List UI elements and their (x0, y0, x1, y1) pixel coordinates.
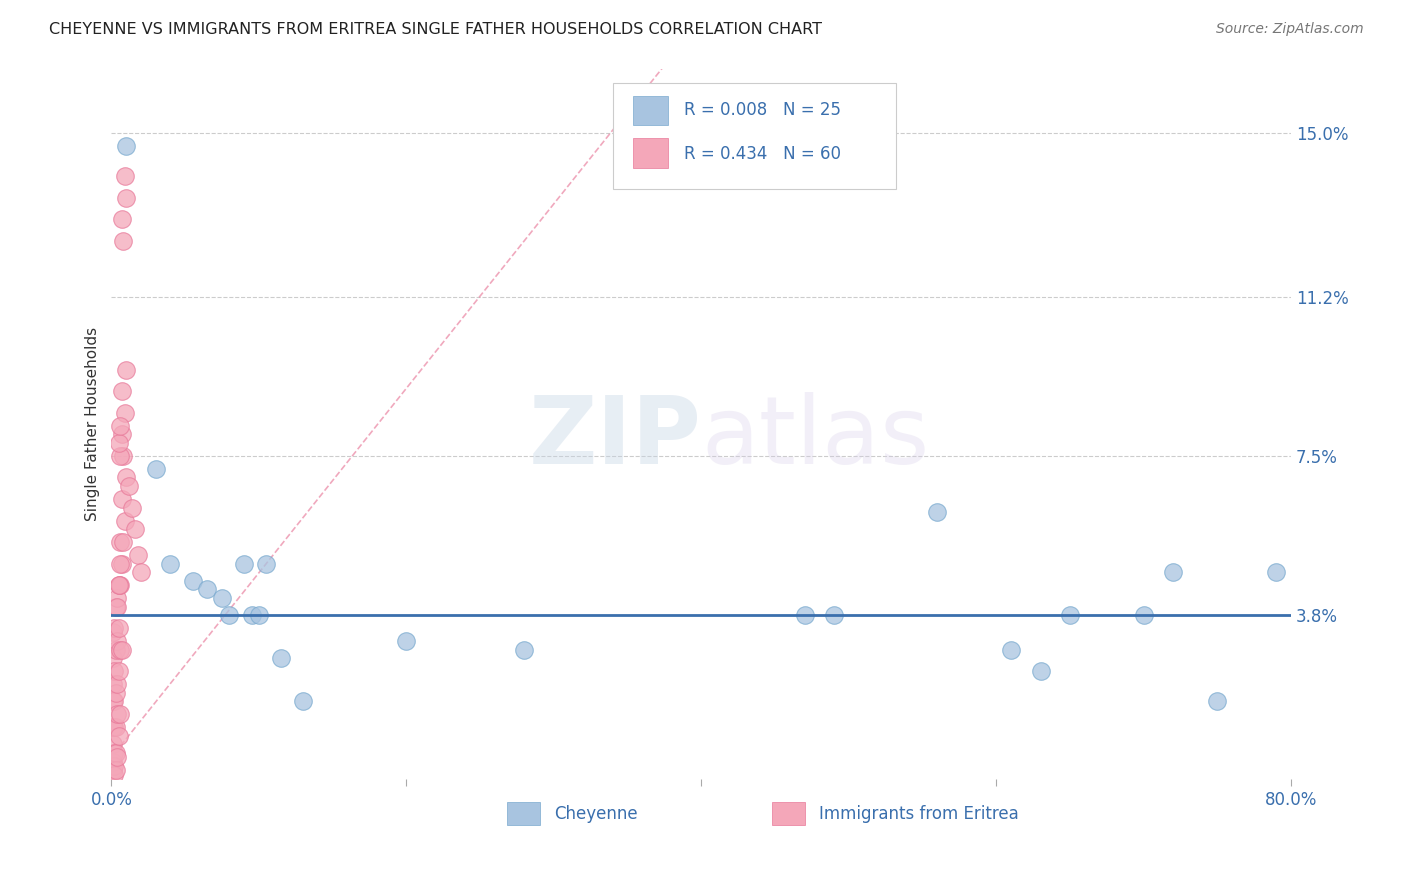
Point (114, 514, 136, 528)
Point (395, 634, 418, 648)
Point (145, 462, 167, 476)
Point (1265, 565, 1288, 579)
Point (103, 720, 125, 734)
Point (103, 694, 125, 708)
Point (1000, 642, 1022, 657)
Point (101, 755, 124, 769)
Point (101, 720, 124, 734)
Point (112, 535, 135, 549)
Point (105, 591, 128, 605)
Point (107, 578, 129, 592)
Point (1059, 608, 1081, 623)
Point (105, 677, 128, 691)
Point (104, 720, 127, 734)
Point (104, 642, 127, 657)
Point (103, 759, 125, 773)
Point (105, 599, 128, 614)
Point (115, 470, 138, 484)
Point (1206, 694, 1229, 708)
Point (115, 191, 138, 205)
Point (111, 642, 134, 657)
Point (218, 608, 240, 623)
Point (124, 522, 146, 536)
Y-axis label: Single Father Households: Single Father Households (86, 326, 100, 521)
Point (129, 565, 152, 579)
Point (101, 625, 124, 640)
Point (159, 557, 181, 571)
Point (110, 707, 132, 722)
Point (110, 578, 132, 592)
Point (110, 642, 132, 657)
Point (104, 599, 127, 614)
Point (110, 535, 132, 549)
Point (254, 557, 277, 571)
Point (105, 707, 128, 722)
Point (114, 406, 136, 420)
Point (110, 557, 132, 571)
Point (1161, 565, 1184, 579)
Point (111, 384, 134, 399)
Text: Cheyenne: Cheyenne (554, 805, 637, 822)
Point (101, 763, 124, 777)
Point (107, 578, 129, 592)
Point (1132, 608, 1154, 623)
Bar (633, 95, 668, 126)
Point (211, 591, 233, 605)
Bar (772, 802, 806, 825)
Point (115, 139, 138, 153)
Point (105, 750, 128, 764)
Point (112, 449, 135, 463)
Point (121, 500, 143, 515)
Point (118, 479, 141, 493)
Point (247, 608, 270, 623)
Point (111, 557, 134, 571)
FancyBboxPatch shape (613, 83, 896, 189)
Point (105, 634, 128, 648)
Point (104, 763, 127, 777)
Point (115, 363, 138, 377)
Point (127, 548, 149, 562)
Point (104, 746, 127, 760)
Point (110, 418, 132, 433)
Text: CHEYENNE VS IMMIGRANTS FROM ERITREA SINGLE FATHER HOUSEHOLDS CORRELATION CHART: CHEYENNE VS IMMIGRANTS FROM ERITREA SING… (49, 22, 823, 37)
Point (101, 677, 124, 691)
Text: R = 0.434   N = 60: R = 0.434 N = 60 (683, 145, 841, 162)
Point (195, 582, 218, 597)
Point (103, 746, 125, 760)
Point (107, 664, 129, 678)
Point (292, 694, 315, 708)
Point (103, 664, 125, 678)
Text: ZIP: ZIP (529, 392, 702, 483)
Point (513, 642, 536, 657)
Point (114, 169, 136, 183)
Point (110, 449, 132, 463)
Text: atlas: atlas (702, 392, 929, 483)
Point (1029, 664, 1052, 678)
Text: R = 0.008   N = 25: R = 0.008 N = 25 (683, 101, 841, 119)
Point (270, 651, 292, 665)
Point (233, 557, 256, 571)
Point (107, 729, 129, 743)
Point (101, 694, 124, 708)
Point (111, 427, 134, 442)
Point (793, 608, 815, 623)
Point (112, 234, 135, 248)
Point (111, 212, 134, 227)
Point (927, 505, 949, 519)
Point (107, 436, 129, 450)
Point (107, 621, 129, 635)
Point (181, 574, 204, 588)
Point (101, 738, 124, 752)
Text: Source: ZipAtlas.com: Source: ZipAtlas.com (1216, 22, 1364, 37)
Text: Immigrants from Eritrea: Immigrants from Eritrea (820, 805, 1019, 822)
Point (823, 608, 845, 623)
Point (240, 608, 263, 623)
Bar (506, 802, 540, 825)
Point (104, 686, 127, 700)
Point (101, 651, 124, 665)
Point (111, 491, 134, 506)
Point (103, 621, 125, 635)
Bar (633, 138, 668, 168)
Point (103, 767, 125, 781)
